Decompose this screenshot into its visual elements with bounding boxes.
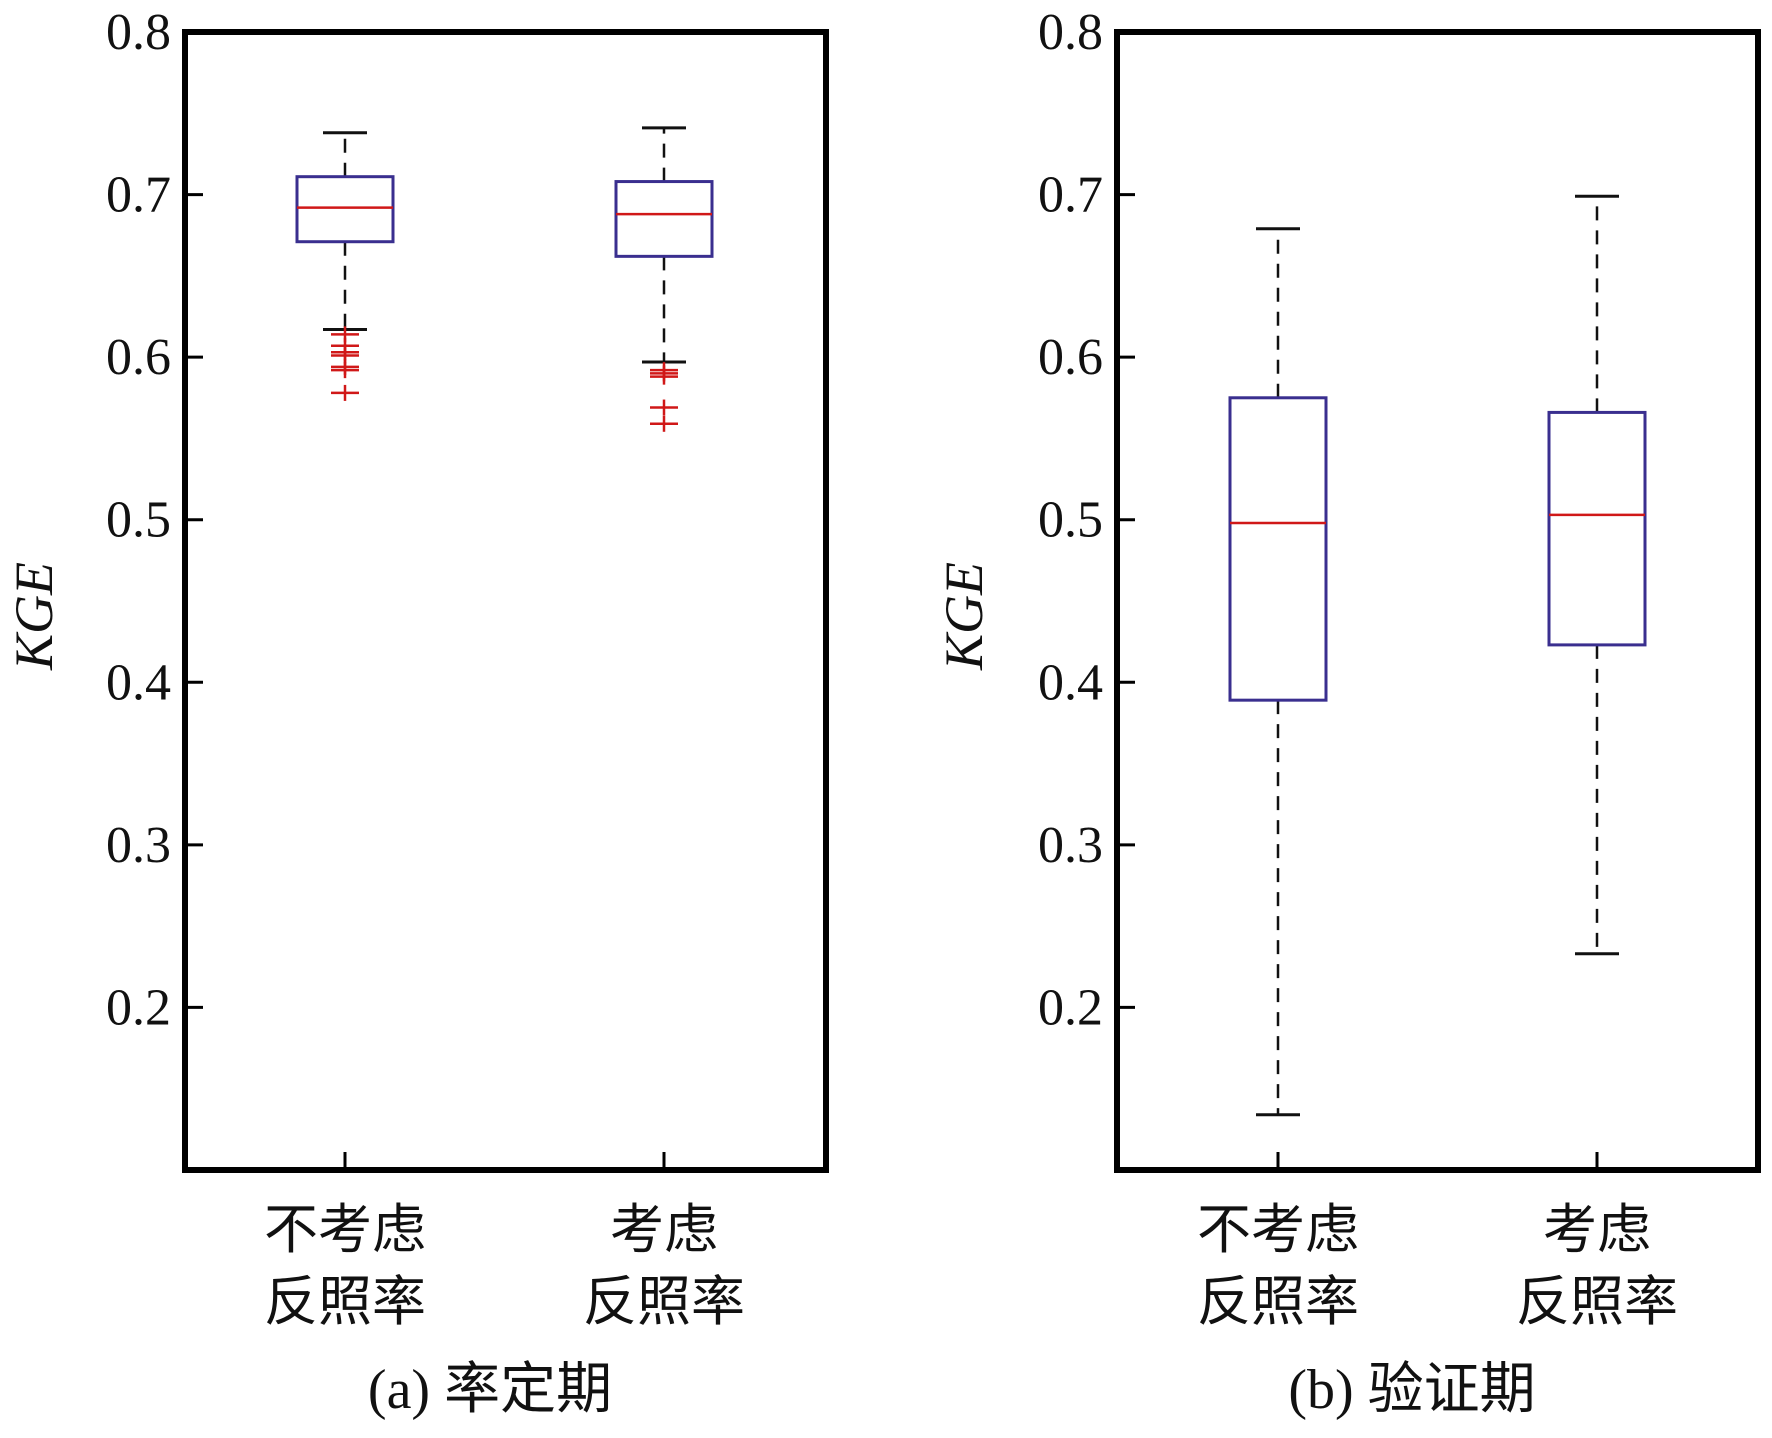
- y-tick-label: 0.4: [1038, 654, 1103, 711]
- panel-caption: (a) 率定期: [368, 1359, 612, 1421]
- y-tick-label: 0.4: [106, 654, 171, 711]
- y-tick-label: 0.3: [106, 817, 171, 874]
- y-tick-label: 0.5: [106, 492, 171, 549]
- category-label: 不考虑: [1197, 1198, 1359, 1261]
- y-tick-label: 0.7: [1038, 167, 1103, 224]
- plot-frame: [182, 29, 829, 1173]
- category-label: 反照率: [264, 1270, 426, 1333]
- y-tick-label: 0.6: [106, 329, 171, 386]
- category-label: 考虑: [610, 1198, 718, 1261]
- y-tick-label: 0.7: [106, 167, 171, 224]
- y-tick-label: 0.3: [1038, 817, 1103, 874]
- category-label: 不考虑: [264, 1198, 426, 1261]
- plot-frame: [1114, 29, 1761, 1173]
- box-iqr: [1547, 410, 1647, 647]
- category-label: 反照率: [1197, 1270, 1359, 1333]
- y-tick-label: 0.5: [1038, 492, 1103, 549]
- y-tick-label: 0.8: [106, 4, 171, 61]
- y-axis-label: KGE: [4, 562, 64, 671]
- category-label: 反照率: [583, 1270, 745, 1333]
- y-tick-label: 0.8: [1038, 4, 1103, 61]
- y-tick-label: 0.2: [106, 979, 171, 1036]
- box-iqr: [295, 175, 395, 244]
- y-tick-label: 0.2: [1038, 979, 1103, 1036]
- box-iqr: [614, 180, 714, 258]
- panel-caption: (b) 验证期: [1288, 1359, 1535, 1421]
- y-tick-label: 0.6: [1038, 329, 1103, 386]
- category-label: 反照率: [1516, 1270, 1678, 1333]
- box-iqr: [1228, 396, 1328, 702]
- category-label: 考虑: [1543, 1198, 1651, 1261]
- y-axis-label: KGE: [934, 562, 994, 671]
